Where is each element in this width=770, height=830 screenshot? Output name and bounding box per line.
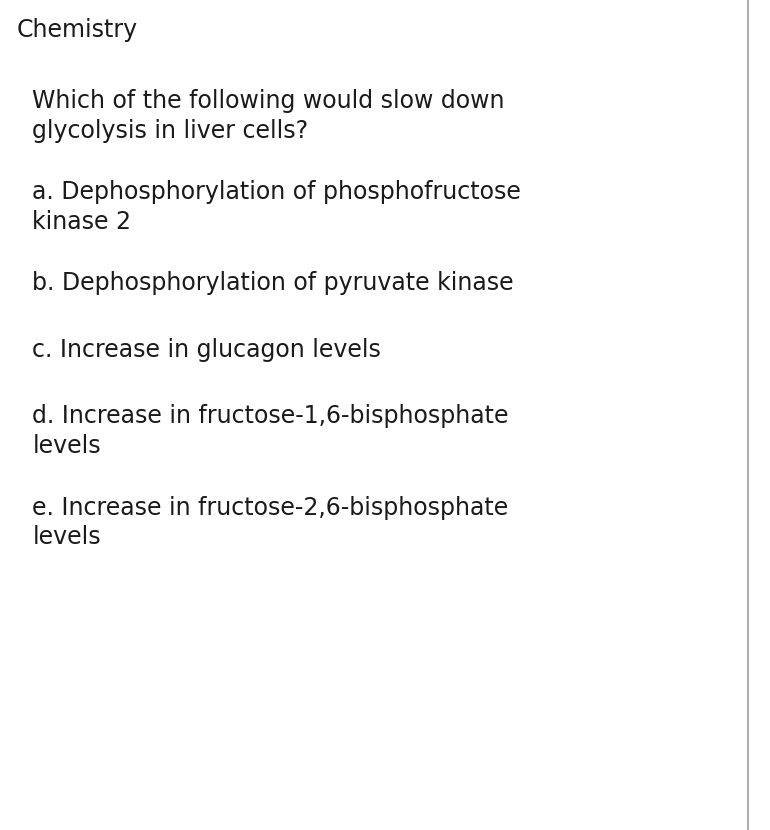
Text: a. Dephosphorylation of phosphofructose
kinase 2: a. Dephosphorylation of phosphofructose … bbox=[32, 180, 521, 234]
Text: b. Dephosphorylation of pyruvate kinase: b. Dephosphorylation of pyruvate kinase bbox=[32, 271, 514, 295]
Text: Which of the following would slow down
glycolysis in liver cells?: Which of the following would slow down g… bbox=[32, 89, 505, 143]
Text: c. Increase in glucagon levels: c. Increase in glucagon levels bbox=[32, 338, 381, 362]
Text: e. Increase in fructose-2,6-bisphosphate
levels: e. Increase in fructose-2,6-bisphosphate… bbox=[32, 496, 509, 549]
Text: d. Increase in fructose-1,6-bisphosphate
levels: d. Increase in fructose-1,6-bisphosphate… bbox=[32, 404, 509, 458]
Text: Chemistry: Chemistry bbox=[17, 18, 138, 42]
